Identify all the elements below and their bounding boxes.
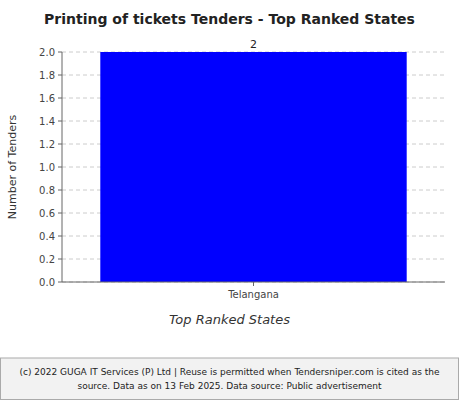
y-tick-label: 1.8 (39, 70, 55, 81)
title: Printing of tickets Tenders - Top Ranked… (44, 11, 415, 27)
y-tick (58, 259, 62, 260)
y-tick (58, 98, 62, 99)
x-tick (253, 282, 254, 286)
chart-container: Printing of tickets Tenders - Top Ranked… (0, 0, 459, 400)
y-tick (58, 236, 62, 237)
bars (100, 52, 406, 282)
bar (100, 52, 406, 282)
x-axis-label: Top Ranked States (169, 312, 290, 327)
y-tick-label: 0.8 (39, 185, 55, 196)
footer-text: source. Data as on 13 Feb 2025. Data sou… (77, 381, 382, 391)
x-axis: Telangana (227, 282, 279, 300)
chart: Printing of tickets Tenders - Top Ranked… (0, 0, 459, 400)
y-tick (58, 282, 62, 283)
y-tick (58, 167, 62, 168)
y-tick-label: 0.2 (39, 254, 55, 265)
grid (62, 52, 445, 282)
y-tick (58, 190, 62, 191)
data-label: 2 (250, 38, 257, 51)
background (0, 0, 459, 400)
y-tick-label: 0.4 (39, 231, 55, 242)
data-labels: 2 (250, 38, 257, 51)
y-tick-label: 1.2 (39, 139, 55, 150)
footer-box (1, 358, 459, 400)
y-axis: 0.0 0.2 0.4 0.6 0.8 1.0 1.2 1.4 1.6 1.8 2.0 (39, 47, 62, 288)
x-tick-label: Telangana (227, 289, 279, 300)
y-axis-line (62, 52, 63, 282)
y-tick (58, 75, 62, 76)
y-tick-label: 1.6 (39, 93, 55, 104)
y-tick-label: 1.4 (39, 116, 55, 127)
y-tick-label: 1.0 (39, 162, 55, 173)
y-tick (58, 213, 62, 214)
y-tick (58, 52, 62, 53)
y-tick-label: 0.0 (39, 277, 55, 288)
y-axis-label: Number of Tenders (6, 115, 19, 220)
footer-text: (c) 2022 GUGA IT Services (P) Ltd | Reus… (19, 367, 439, 377)
y-tick-label: 0.6 (39, 208, 55, 219)
y-tick-label: 2.0 (39, 47, 55, 58)
y-tick (58, 121, 62, 122)
y-tick (58, 144, 62, 145)
